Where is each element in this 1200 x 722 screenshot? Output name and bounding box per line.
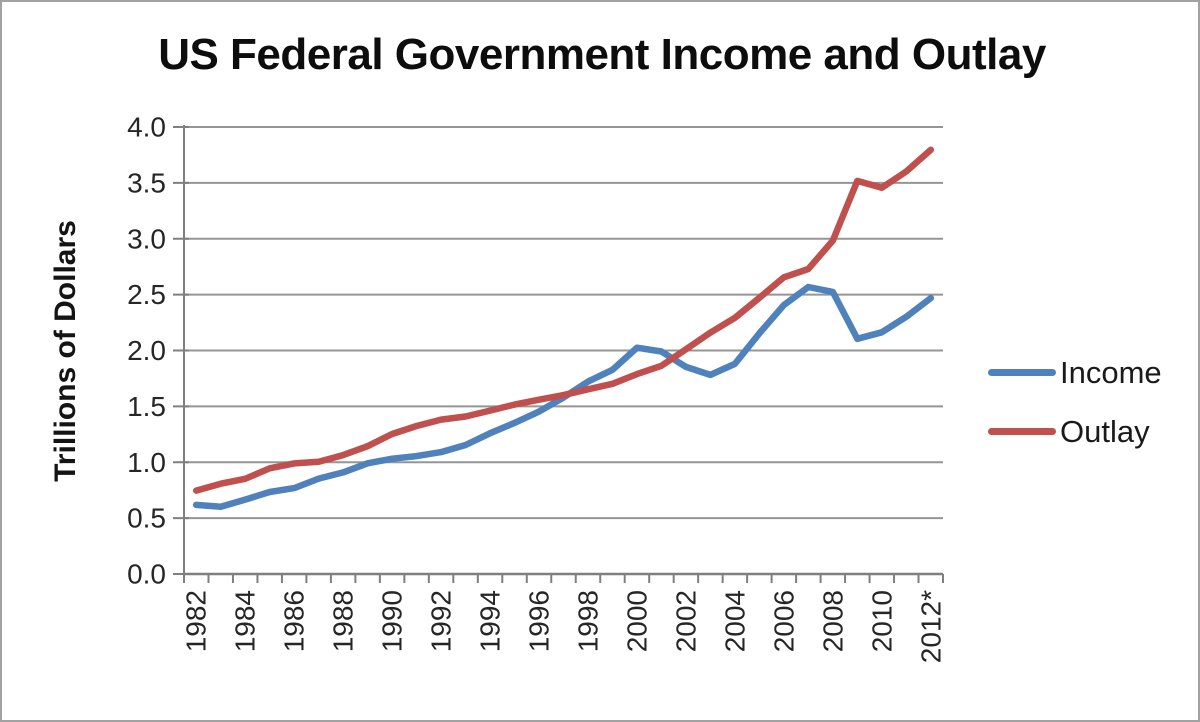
x-tick-label: 1984 — [230, 590, 261, 652]
y-tick-label: 4.0 — [127, 112, 166, 143]
legend-label-outlay: Outlay — [1060, 413, 1150, 449]
x-tick-label: 2012* — [915, 590, 946, 663]
x-tick-label: 1990 — [377, 590, 408, 652]
legend: Income Outlay — [988, 354, 1162, 450]
x-tick-label: 2002 — [670, 590, 701, 652]
x-tick-label: 2006 — [768, 590, 799, 652]
chart-title: US Federal Government Income and Outlay — [158, 30, 1046, 79]
y-tick-label: 2.0 — [127, 335, 166, 366]
legend-label-income: Income — [1060, 354, 1162, 390]
y-tick-label: 0.5 — [127, 503, 166, 534]
y-tick-label: 3.5 — [127, 167, 166, 198]
outlay-line-swatch — [988, 428, 1056, 435]
x-tick-label: 2010 — [866, 590, 897, 652]
x-tick-label: 1992 — [426, 590, 457, 652]
y-tick-label: 1.5 — [127, 391, 166, 422]
x-tick-label: 1996 — [524, 590, 555, 652]
x-tick-label: 1988 — [328, 590, 359, 652]
x-tick-label: 2008 — [817, 590, 848, 652]
x-tick-label: 1982 — [181, 590, 212, 652]
y-tick-label: 3.0 — [127, 223, 166, 254]
x-tick-label: 1986 — [279, 590, 310, 652]
y-tick-label: 1.0 — [127, 447, 166, 478]
series-line-outlay — [192, 146, 935, 494]
legend-item-outlay: Outlay — [988, 413, 1162, 450]
legend-item-income: Income — [988, 354, 1162, 391]
y-tick-label: 0.0 — [127, 559, 166, 590]
x-tick-label: 2000 — [621, 590, 652, 652]
x-tick-label: 1998 — [572, 590, 603, 652]
income-line-swatch — [988, 369, 1056, 376]
x-tick-label: 2004 — [719, 590, 750, 652]
y-tick-label: 2.5 — [127, 279, 166, 310]
x-tick-label: 1994 — [475, 590, 506, 652]
